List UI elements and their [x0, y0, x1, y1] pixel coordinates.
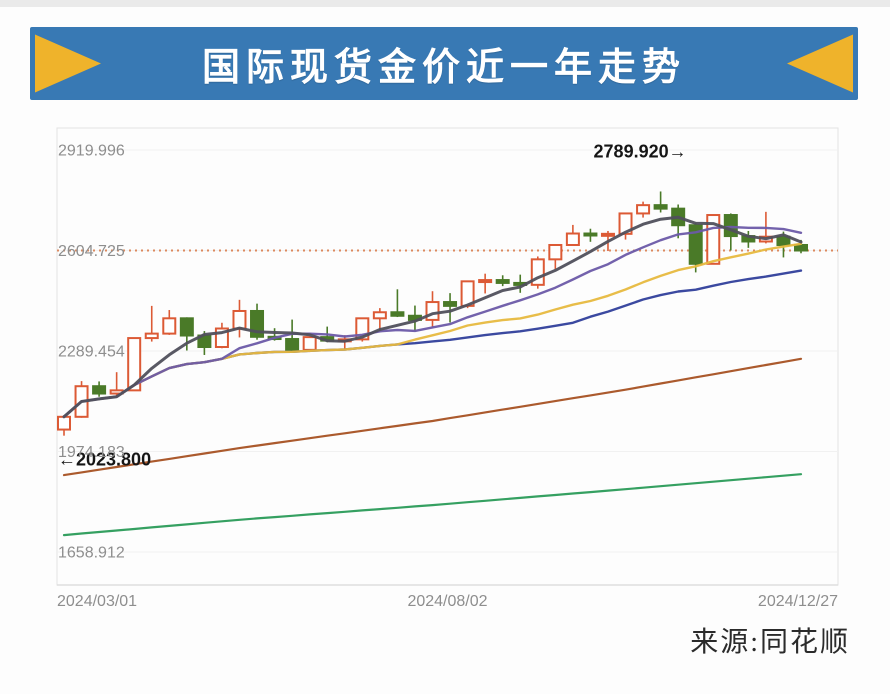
annotation-high-label: 2789.920→ [594, 141, 687, 161]
candle-down [92, 385, 107, 395]
candle-up [600, 232, 615, 237]
y-tick-label: 1658.912 [58, 545, 125, 562]
page-title: 国际现货金价近一年走势 [201, 47, 686, 89]
ma-fast-dark [62, 215, 803, 419]
candle-up [302, 336, 317, 351]
candle-up [372, 311, 387, 320]
candle-up [548, 243, 563, 261]
annotation-low-label: ←2023.800 [58, 450, 151, 470]
candle-down [179, 317, 194, 337]
x-tick-label: 2024/03/01 [57, 593, 137, 610]
candle-down [653, 204, 668, 210]
x-tick-label: 2024/12/27 [758, 593, 838, 610]
source-credit: 来源:同花顺 [690, 627, 850, 658]
candle-down [583, 232, 598, 237]
banner-right-ribbon-icon [787, 34, 853, 93]
candle-down [688, 224, 703, 265]
title-banner: 国际现货金价近一年走势 [30, 27, 858, 100]
y-tick-label: 2289.454 [58, 344, 125, 361]
y-tick-label: 2919.996 [58, 143, 125, 160]
y-tick-label: 2604.725 [58, 243, 125, 260]
candle-up [232, 309, 247, 330]
candle-up [144, 332, 159, 340]
candle-down [390, 311, 405, 317]
ma-mid-purple [62, 225, 803, 418]
candle-up [636, 204, 651, 215]
y-tick-label: 1974.183 [58, 444, 125, 461]
candle-up [127, 337, 142, 392]
candle-up [425, 301, 440, 321]
candle-up [565, 232, 580, 246]
candle-up [57, 415, 71, 431]
candle-down [495, 279, 510, 284]
x-tick-label: 2024/08/02 [407, 593, 487, 610]
ma-long-brown [62, 357, 803, 477]
candle-down [776, 235, 791, 246]
candle-up [478, 279, 493, 284]
chart-area: 2789.920→ ←2023.800 2919.996 2604.725 2289.4… [0, 110, 890, 630]
banner-left-ribbon-icon [35, 34, 101, 93]
gold-price-chart: 2789.920→ ←2023.800 2919.996 2604.725 2289.4… [56, 127, 839, 610]
photo-top-edge [0, 0, 890, 7]
candle-down [443, 301, 458, 307]
plot-border [56, 127, 839, 586]
candle-up [162, 317, 177, 335]
ma-long-green [62, 473, 803, 537]
candle-down [285, 338, 300, 351]
candle-down [794, 243, 808, 252]
